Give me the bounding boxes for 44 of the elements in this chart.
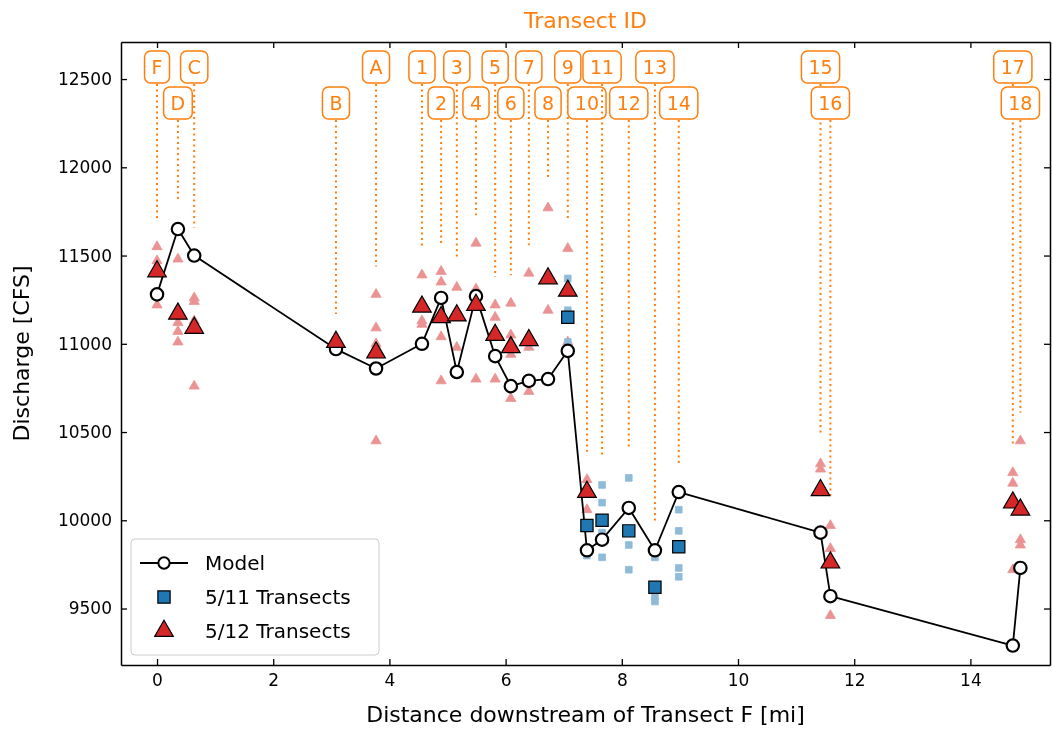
legend-label: Model [205, 551, 266, 575]
y-tick-label: 10500 [57, 421, 112, 442]
annotation: 16 [818, 92, 843, 114]
y-tick-label: 9500 [68, 598, 112, 619]
y-tick-label: 11000 [57, 333, 112, 354]
annotation: A [369, 56, 383, 78]
x-tick-label: 8 [616, 670, 628, 691]
y-axis-title: Discharge [CFS] [9, 265, 34, 442]
annotation: 18 [1008, 92, 1033, 114]
y-tick-label: 10000 [57, 510, 112, 531]
legend-label: 5/11 Transects [205, 585, 351, 609]
annotation: 10 [574, 92, 600, 114]
legend-label: 5/12 Transects [205, 619, 351, 643]
x-tick-label: 4 [384, 670, 396, 691]
y-tick-label: 12500 [57, 69, 112, 89]
annotation: 9 [561, 56, 574, 78]
annotation: B [329, 92, 343, 114]
annotation: D [170, 92, 186, 114]
annotation: 3 [450, 56, 463, 78]
annotation: C [187, 56, 201, 78]
x-tick-label: 6 [500, 670, 512, 691]
x-tick-label: 0 [152, 670, 163, 691]
annotation: 1 [415, 56, 428, 78]
annotation: 13 [642, 56, 668, 78]
annotation: 15 [808, 56, 833, 78]
annotation: 7 [522, 56, 535, 78]
annotation: 11 [589, 56, 615, 78]
annotation: F [151, 56, 163, 78]
y-tick-label: 11500 [57, 245, 112, 266]
annotation: 8 [541, 92, 555, 114]
x-axis-title: Distance downstream of Transect F [mi] [366, 702, 805, 727]
x-tick-label: 2 [268, 670, 280, 691]
x-tick-label: 12 [843, 670, 866, 691]
annotation: 6 [504, 92, 517, 114]
annotation: 2 [435, 92, 448, 114]
y-tick-label: 12000 [57, 157, 112, 178]
x-tick-label: 10 [727, 670, 750, 691]
annotation: 17 [1000, 56, 1025, 78]
annotation: 12 [616, 92, 641, 114]
annotation: 5 [489, 56, 502, 78]
annotation: 14 [666, 92, 691, 114]
annotation: 4 [469, 92, 483, 114]
x2-axis-title: Transect ID [523, 8, 647, 33]
x-tick-label: 14 [960, 670, 982, 691]
